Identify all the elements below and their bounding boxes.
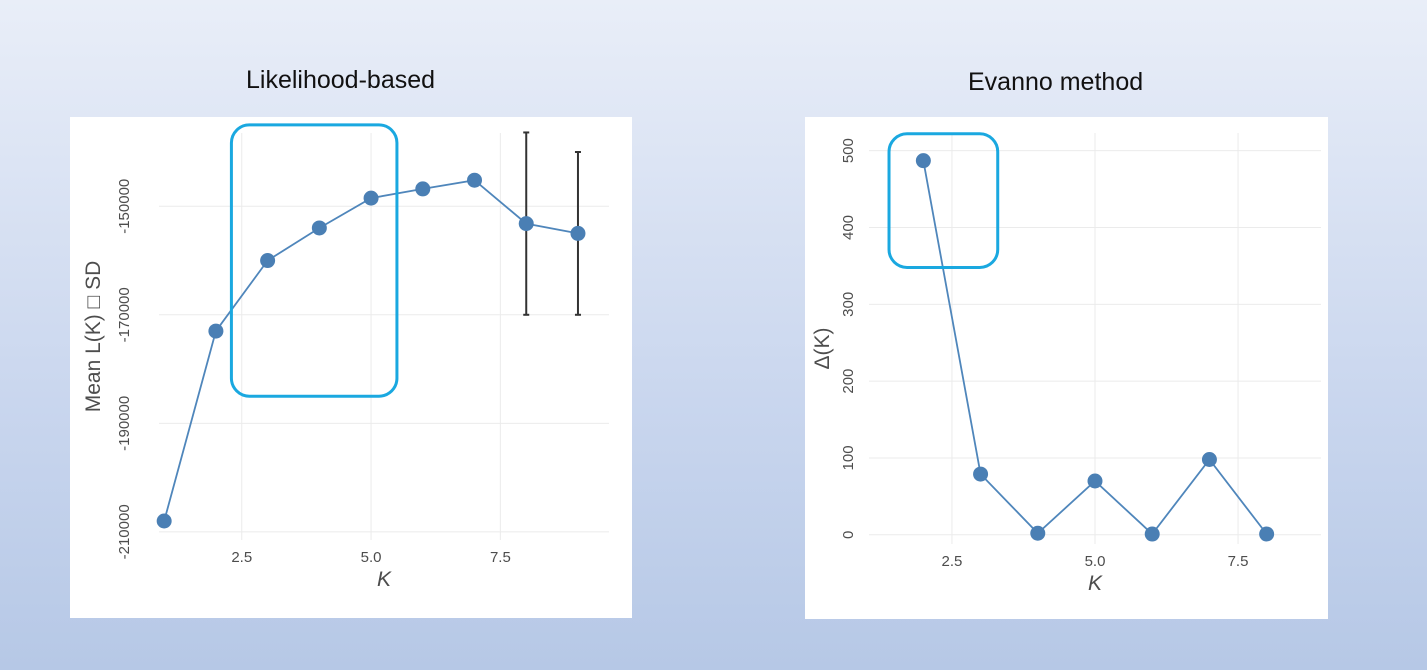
data-point (1201, 451, 1217, 467)
y-tick-label: -190000 (116, 396, 133, 451)
data-point (1259, 526, 1275, 542)
data-point (415, 181, 431, 197)
x-tick-label: 7.5 (1228, 553, 1249, 570)
evanno-chart: 2.5 5.0 7.5 0 100 200 300 400 500 K Δ(K) (811, 132, 1321, 595)
y-tick-label: 300 (840, 292, 857, 317)
data-point (311, 220, 327, 236)
y-tick-label: 0 (840, 531, 857, 539)
data-point (1087, 473, 1103, 489)
data-point (570, 225, 586, 241)
data-point (467, 172, 483, 188)
data-point (260, 253, 276, 269)
likelihood-chart: 2.5 5.0 7.5 -150000 -170000 -190000 -210000 K Me… (82, 123, 609, 591)
y-tick-label: 500 (840, 138, 857, 163)
left-chart-title: Likelihood-based (246, 66, 436, 94)
data-point (915, 153, 931, 169)
x-tick-label: 7.5 (490, 549, 511, 566)
x-axis-title: K (1088, 572, 1103, 595)
data-point (363, 190, 379, 206)
evanno-chart-panel: 2.5 5.0 7.5 0 100 200 300 400 500 K Δ(K) (805, 117, 1328, 619)
data-point (208, 323, 224, 339)
y-tick-label: 200 (840, 369, 857, 394)
x-tick-label: 5.0 (1085, 553, 1106, 570)
right-chart-title: Evanno method (968, 68, 1144, 96)
y-tick-label: -210000 (116, 504, 133, 559)
y-tick-label: -150000 (116, 179, 133, 234)
x-axis-title: K (377, 568, 392, 591)
data-point (518, 216, 534, 232)
data-point (973, 466, 989, 482)
data-point (156, 513, 172, 529)
y-axis-title: Δ(K) (811, 327, 834, 369)
y-tick-label: 100 (840, 445, 857, 470)
x-tick-label: 2.5 (231, 549, 252, 566)
data-point (1030, 525, 1046, 541)
highlight-box (887, 132, 1000, 269)
x-tick-label: 2.5 (942, 553, 963, 570)
y-tick-label: 400 (840, 215, 857, 240)
highlight-box (229, 123, 399, 398)
data-point (1144, 526, 1160, 542)
x-tick-label: 5.0 (361, 549, 382, 566)
y-tick-label: -170000 (116, 287, 133, 342)
likelihood-chart-panel: 2.5 5.0 7.5 -150000 -170000 -190000 -210000 K Me… (70, 117, 632, 618)
y-axis-title: Mean L(K) □ SD (82, 261, 105, 413)
